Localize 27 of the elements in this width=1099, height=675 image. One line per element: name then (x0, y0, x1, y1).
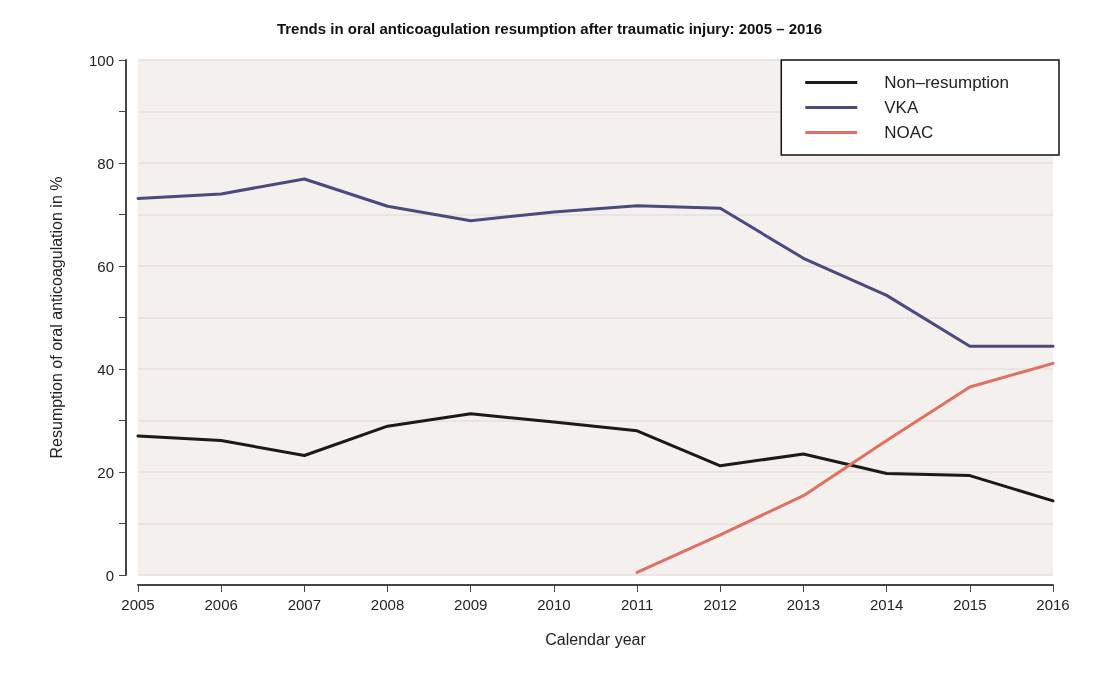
x-tick-label: 2014 (869, 596, 904, 613)
y-tick-label: 20 (97, 463, 114, 481)
legend-label: Non–resumption (884, 73, 1010, 92)
x-tick-label: 2010 (537, 596, 571, 613)
y-tick-label: 40 (97, 360, 114, 378)
x-tick-label: 2013 (786, 596, 821, 613)
line-series (136, 412, 1055, 503)
legend-label: VKA (884, 98, 919, 117)
y-tick-label: 60 (97, 257, 114, 275)
x-tick-label: 2012 (703, 596, 737, 613)
x-tick-label: 2007 (287, 596, 322, 613)
x-tick-label: 2016 (1036, 596, 1070, 613)
line-series (136, 177, 1055, 348)
line-series (635, 361, 1055, 574)
x-tick-label: 2015 (953, 596, 987, 613)
chart-title: Trends in oral anticoagulation resumption after traumatic injury: 2005 – 2016 (276, 20, 823, 37)
y-tick-label: 80 (97, 154, 114, 172)
legend-label: NOAC (884, 123, 934, 142)
x-axis-title: Calendar year (545, 630, 647, 648)
y-tick-label: 100 (88, 51, 114, 69)
x-tick-label: 2006 (204, 596, 238, 613)
x-tick-label: 2005 (121, 596, 155, 613)
x-tick-label: 2011 (620, 596, 654, 613)
x-tick-label: 2009 (454, 596, 488, 613)
y-axis-title: Resumption of oral anticoagulation in % (47, 176, 65, 459)
y-tick-label: 0 (105, 566, 114, 584)
x-tick-label: 2008 (370, 596, 405, 613)
